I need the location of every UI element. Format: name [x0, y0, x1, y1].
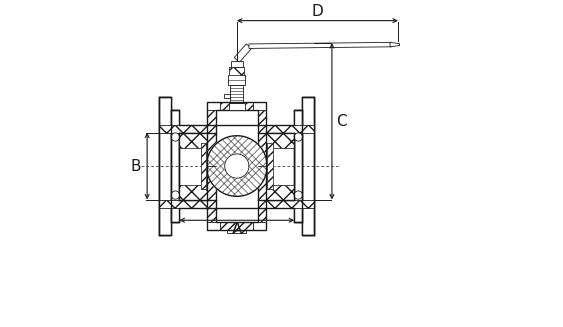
Bar [294, 110, 302, 222]
Bar [257, 132, 294, 147]
Text: C: C [336, 114, 346, 129]
Polygon shape [234, 44, 252, 62]
Bar [225, 94, 230, 98]
Bar [302, 97, 314, 235]
Bar [267, 143, 273, 189]
Bar [302, 97, 314, 235]
Bar [231, 61, 243, 67]
Bar [216, 110, 257, 222]
Text: A: A [231, 222, 242, 237]
Bar [220, 222, 253, 230]
Bar [180, 132, 216, 199]
Circle shape [294, 133, 302, 141]
Bar [229, 67, 244, 75]
Bar [267, 143, 273, 189]
Bar [220, 102, 253, 110]
Bar [228, 75, 245, 85]
Polygon shape [207, 136, 267, 196]
Bar [207, 110, 216, 222]
Circle shape [294, 191, 302, 199]
Bar [257, 184, 294, 199]
Text: D: D [311, 4, 323, 19]
Bar [207, 102, 266, 230]
Polygon shape [225, 154, 249, 178]
Bar [227, 230, 246, 233]
Bar [229, 103, 245, 110]
Bar [257, 125, 314, 132]
Bar [257, 132, 294, 199]
Bar [171, 110, 180, 222]
Bar [159, 125, 216, 132]
Bar [257, 199, 314, 208]
Bar [234, 103, 240, 110]
Bar [171, 110, 180, 222]
Bar [294, 110, 302, 222]
Circle shape [171, 191, 180, 199]
Polygon shape [390, 43, 400, 47]
Text: B: B [131, 159, 141, 174]
Bar [257, 110, 266, 222]
Bar [230, 85, 243, 103]
Bar [229, 67, 244, 75]
Bar [201, 143, 207, 189]
Bar [159, 199, 216, 208]
Bar [180, 184, 216, 199]
Bar [159, 97, 171, 235]
Bar [201, 143, 207, 189]
Polygon shape [249, 43, 392, 48]
Bar [159, 97, 171, 235]
Circle shape [171, 133, 180, 141]
Bar [180, 132, 216, 147]
